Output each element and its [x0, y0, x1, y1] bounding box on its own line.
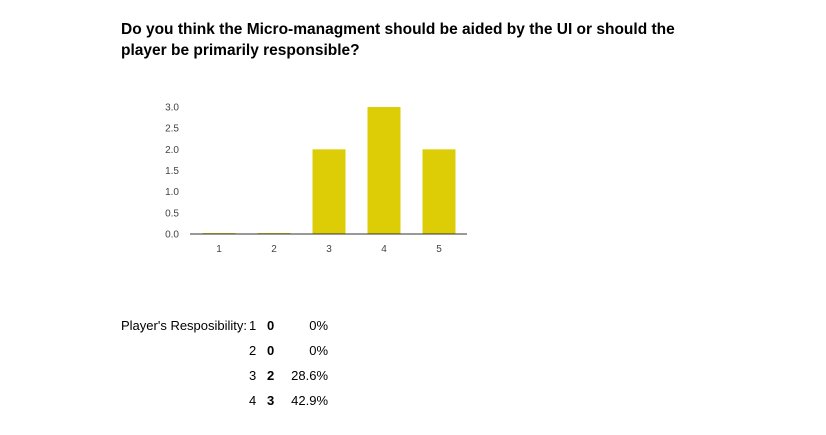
count-value: 0	[267, 318, 275, 333]
x-tick-label: 4	[381, 244, 387, 255]
percent-value: 42.9%	[291, 393, 329, 408]
bars	[202, 107, 456, 234]
table-row: 2 0 0%	[121, 338, 328, 363]
y-tick-label: 2.0	[165, 145, 179, 156]
row-label-empty	[121, 388, 249, 413]
x-axis-ticks: 1 2 3 4 5	[216, 244, 442, 255]
row-label-empty	[121, 363, 249, 388]
count-value: 0	[267, 343, 275, 358]
response-summary-table: Player's Resposibility: 1 0 0% 2 0 0% 3 …	[121, 313, 328, 413]
y-tick-label: 0.0	[165, 230, 179, 241]
y-tick-label: 1.0	[165, 187, 179, 198]
question-title: Do you think the Micro-managment should …	[121, 21, 675, 59]
count-value: 3	[267, 393, 275, 408]
option-value: 3	[249, 368, 257, 383]
bar-5	[422, 149, 456, 234]
option-value: 4	[249, 393, 257, 408]
percent-value: 28.6%	[291, 368, 329, 383]
bar-3	[312, 149, 346, 234]
x-tick-label: 3	[326, 244, 332, 255]
y-axis-ticks: 0.0 0.5 1.0 1.5 2.0 2.5 3.0	[165, 103, 179, 241]
table-row: 3 2 28.6%	[121, 363, 328, 388]
table-row: Player's Resposibility: 1 0 0%	[121, 313, 328, 338]
bar-4	[367, 107, 401, 234]
x-tick-label: 1	[216, 244, 222, 255]
count-value: 2	[267, 368, 275, 383]
y-tick-label: 0.5	[165, 208, 179, 219]
table-row: 4 3 42.9%	[121, 388, 328, 413]
option-value: 1	[249, 318, 257, 333]
percent-value: 0%	[309, 318, 329, 333]
option-value: 2	[249, 343, 257, 358]
response-bar-chart: 0.0 0.5 1.0 1.5 2.0 2.5 3.0 1 2 3 4 5	[165, 103, 467, 255]
percent-value: 0%	[309, 343, 329, 358]
y-tick-label: 2.5	[165, 124, 179, 135]
x-tick-label: 2	[271, 244, 277, 255]
row-label: Player's Resposibility:	[121, 318, 248, 333]
x-tick-label: 5	[436, 244, 442, 255]
y-tick-label: 3.0	[165, 103, 179, 114]
row-label-empty	[121, 338, 249, 363]
y-tick-label: 1.5	[165, 166, 179, 177]
